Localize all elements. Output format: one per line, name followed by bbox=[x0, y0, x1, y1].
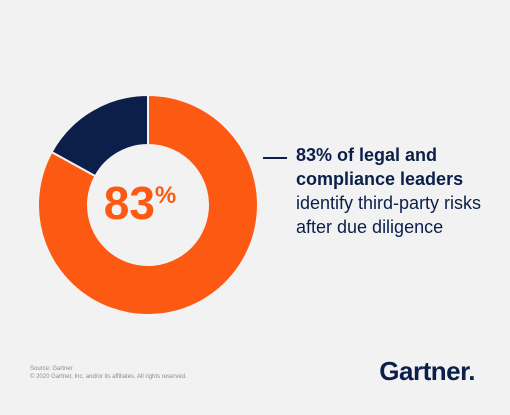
center-percentage-label: 83% bbox=[104, 177, 177, 229]
footer-copyright: © 2020 Gartner, Inc. and/or its affiliat… bbox=[30, 374, 187, 380]
footer-credits: Source: Gartner © 2020 Gartner, Inc. and… bbox=[30, 365, 187, 381]
donut-slices bbox=[37, 93, 259, 316]
donut-slice-1 bbox=[50, 93, 149, 178]
center-percentage-number: 83 bbox=[104, 177, 155, 229]
donut-slice-0 bbox=[37, 93, 259, 316]
callout-regular-text: identify third-party risks after due dil… bbox=[296, 193, 482, 237]
callout-leader-line bbox=[263, 157, 287, 159]
gartner-logo: Gartner. bbox=[379, 356, 475, 386]
center-percentage-suffix: % bbox=[155, 182, 176, 209]
callout-text: 83% of legal and compliance leaders iden… bbox=[296, 143, 506, 239]
footer-source: Source: Gartner bbox=[30, 366, 73, 372]
callout-bold-text: 83% of legal and compliance leaders bbox=[296, 145, 464, 189]
